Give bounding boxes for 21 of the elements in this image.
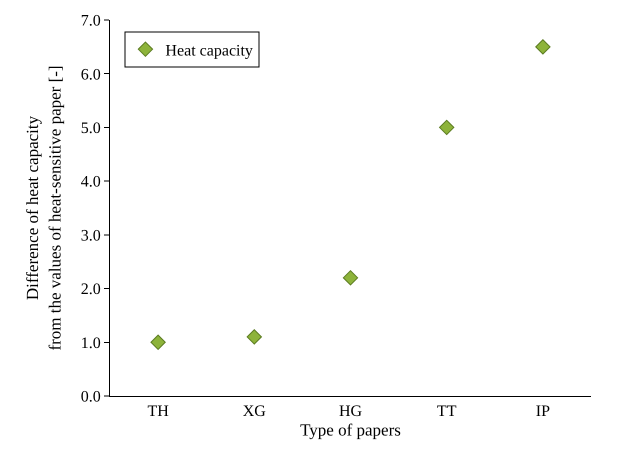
y-tick-label: 6.0 [80,66,101,84]
y-tick-label: 4.0 [80,174,101,191]
y-tick-label: 7.0 [80,12,101,30]
point [535,39,551,55]
legend-label: Heat capacity [165,42,253,60]
x-tick-label: TH [147,403,170,420]
point [439,120,454,136]
x-axis-title: Type of papers [300,420,401,440]
x-tick-label: XG [242,403,266,420]
y-tick-label: 5.0 [80,120,101,138]
y-tick-label: 0.0 [80,388,101,406]
y-axis-title: Difference of heat capacity from the values of heat-sensitive paper [-] [23,65,64,351]
y-tick-label: 3.0 [80,227,101,244]
x-tick-label: IP [536,403,550,420]
point [150,334,166,350]
x-tick-label: HG [338,403,362,420]
x-tick-label: TT [436,403,457,420]
y-tick-label: 2.0 [80,281,101,298]
point [342,270,358,286]
y-tick-label: 1.0 [80,334,101,352]
point [246,329,262,345]
